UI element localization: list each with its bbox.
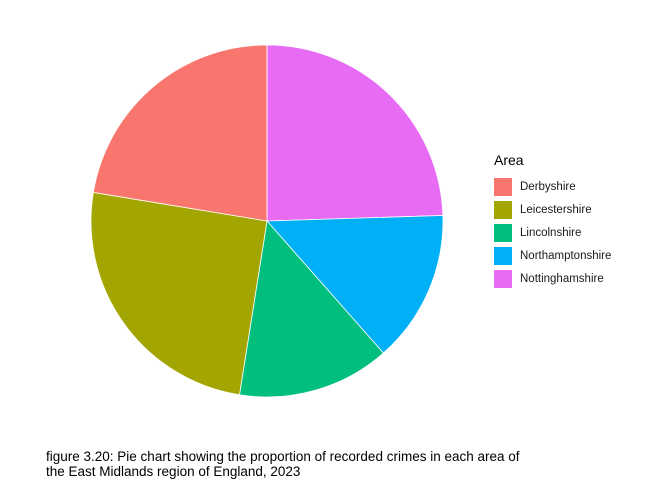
legend-item-northamptonshire: Northamptonshire bbox=[494, 244, 611, 267]
legend: Area Derbyshire Leicestershire Lincolnshir… bbox=[494, 151, 611, 290]
legend-swatch bbox=[494, 177, 512, 196]
caption-line-2: the East Midlands region of England, 202… bbox=[46, 464, 301, 479]
legend-label: Nottinghamshire bbox=[520, 272, 604, 285]
legend-swatch bbox=[494, 246, 512, 265]
pie-slice-leicestershire bbox=[90, 191, 268, 396]
legend-item-lincolnshire: Lincolnshire bbox=[494, 221, 611, 244]
legend-swatch bbox=[494, 269, 512, 288]
pie-slices bbox=[90, 44, 444, 398]
legend-label: Lincolnshire bbox=[520, 226, 582, 239]
legend-items: Derbyshire Leicestershire Lincolnshire Nort… bbox=[494, 175, 611, 290]
pie-slice-derbyshire bbox=[92, 44, 268, 222]
legend-swatch bbox=[494, 223, 512, 242]
legend-title: Area bbox=[494, 152, 524, 168]
legend-item-leicestershire: Leicestershire bbox=[494, 198, 611, 221]
legend-label: Leicestershire bbox=[520, 203, 592, 216]
pie-slice-northamptonshire bbox=[266, 215, 444, 354]
legend-label: Derbyshire bbox=[520, 180, 576, 193]
caption-line-1: figure 3.20: Pie chart showing the propo… bbox=[46, 449, 520, 464]
legend-item-nottinghamshire: Nottinghamshire bbox=[494, 267, 611, 290]
pie-slice-nottinghamshire bbox=[266, 44, 444, 222]
legend-label: Northamptonshire bbox=[520, 249, 612, 262]
legend-item-derbyshire: Derbyshire bbox=[494, 175, 611, 198]
figure-caption: figure 3.20: Pie chart showing the propo… bbox=[46, 449, 646, 479]
pie-slice-lincolnshire bbox=[239, 220, 384, 398]
legend-swatch bbox=[494, 200, 512, 219]
